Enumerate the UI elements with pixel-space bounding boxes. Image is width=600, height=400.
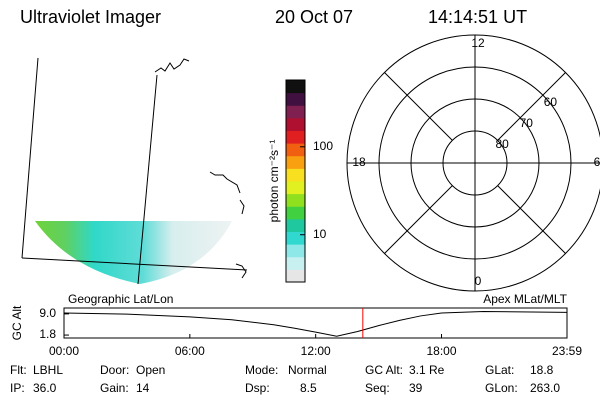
x-tick-label: 12:00	[301, 344, 331, 358]
colorbar-tick-label: 100	[313, 139, 333, 153]
y-tick-label: 1.8	[39, 327, 56, 341]
colorbar-segment	[286, 244, 305, 258]
status-label: Gain:	[100, 381, 129, 395]
plot-frame	[63, 307, 568, 339]
colorbar-segment	[286, 105, 305, 119]
status-value: 8.5	[300, 381, 317, 395]
mlt-label: 6	[594, 155, 600, 169]
time: 14:14:51 UT	[428, 7, 527, 27]
mlt-label: 0	[475, 274, 482, 288]
status-label: GLat:	[485, 363, 514, 377]
polar-axis	[497, 185, 566, 254]
x-tick-label: 23:59	[552, 344, 582, 358]
colorbar-tick-label: 10	[313, 227, 327, 241]
x-tick-label: 06:00	[175, 344, 205, 358]
status-value: 36.0	[33, 381, 57, 395]
date: 20 Oct 07	[275, 7, 353, 27]
status-label: GLon:	[485, 381, 518, 395]
colorbar-label: photon cm⁻²s⁻¹	[267, 140, 281, 223]
x-tick-label: 18:00	[427, 344, 457, 358]
status-label: Seq:	[365, 381, 390, 395]
status-label: Mode:	[245, 363, 278, 377]
status-value: 18.8	[530, 363, 554, 377]
colorbar-frame	[285, 79, 306, 283]
status-label: Flt:	[10, 363, 27, 377]
status-value: Normal	[288, 363, 327, 377]
altitude-plot: GC Alt 9.0 1.8 00:00 06:00 12:00 18:00 23:59	[10, 305, 582, 358]
colorbar: 10 100	[285, 79, 333, 283]
latitude-ring	[410, 98, 540, 228]
status-value: 263.0	[530, 381, 560, 395]
status-value: LBHL	[33, 363, 63, 377]
status-panel: Flt: LBHL Door: Open Mode: Normal GC Alt: 3.1 R…	[10, 363, 560, 395]
mlt-label: 12	[471, 36, 485, 50]
latitude-ring	[378, 66, 572, 260]
colorbar-segment	[286, 117, 305, 131]
status-value: 39	[409, 381, 423, 395]
polar-axis	[497, 72, 566, 141]
x-tick-label: 00:00	[49, 344, 79, 358]
colorbar-segment	[286, 193, 305, 207]
status-value: 3.1 Re	[409, 363, 445, 377]
polar-label: Apex MLat/MLT	[483, 292, 567, 306]
status-label: IP:	[10, 381, 25, 395]
colorbar-segment	[286, 256, 305, 270]
colorbar-segment	[286, 168, 305, 182]
latitude-label: 70	[520, 116, 534, 130]
latitude-ring	[442, 130, 508, 196]
colorbar-segment	[286, 269, 305, 283]
colorbar-segment	[286, 231, 305, 245]
status-value: 14	[136, 381, 150, 395]
y-tick-label: 9.0	[39, 306, 56, 320]
latitude-label: 60	[544, 95, 558, 109]
mlt-label: 18	[352, 155, 366, 169]
polar-axis	[384, 185, 453, 254]
colorbar-segment	[286, 206, 305, 220]
colorbar-segment	[286, 130, 305, 144]
colorbar-segment	[286, 155, 305, 169]
map-label: Geographic Lat/Lon	[68, 292, 173, 306]
status-label: Door:	[100, 363, 129, 377]
y-axis-label: GC Alt	[10, 305, 24, 340]
altitude-line	[63, 311, 568, 337]
map-image	[21, 57, 248, 285]
status-value: Open	[136, 363, 165, 377]
colorbar-segment	[286, 92, 305, 106]
latitude-label: 80	[495, 137, 509, 151]
colorbar-segment	[286, 218, 305, 232]
status-label: Dsp:	[245, 381, 270, 395]
colorbar-segment	[286, 181, 305, 195]
colorbar-segment	[286, 80, 305, 94]
colorbar-segment	[286, 143, 305, 157]
polar-axis	[384, 72, 453, 141]
title: Ultraviolet Imager	[20, 7, 161, 27]
status-label: GC Alt:	[365, 363, 403, 377]
